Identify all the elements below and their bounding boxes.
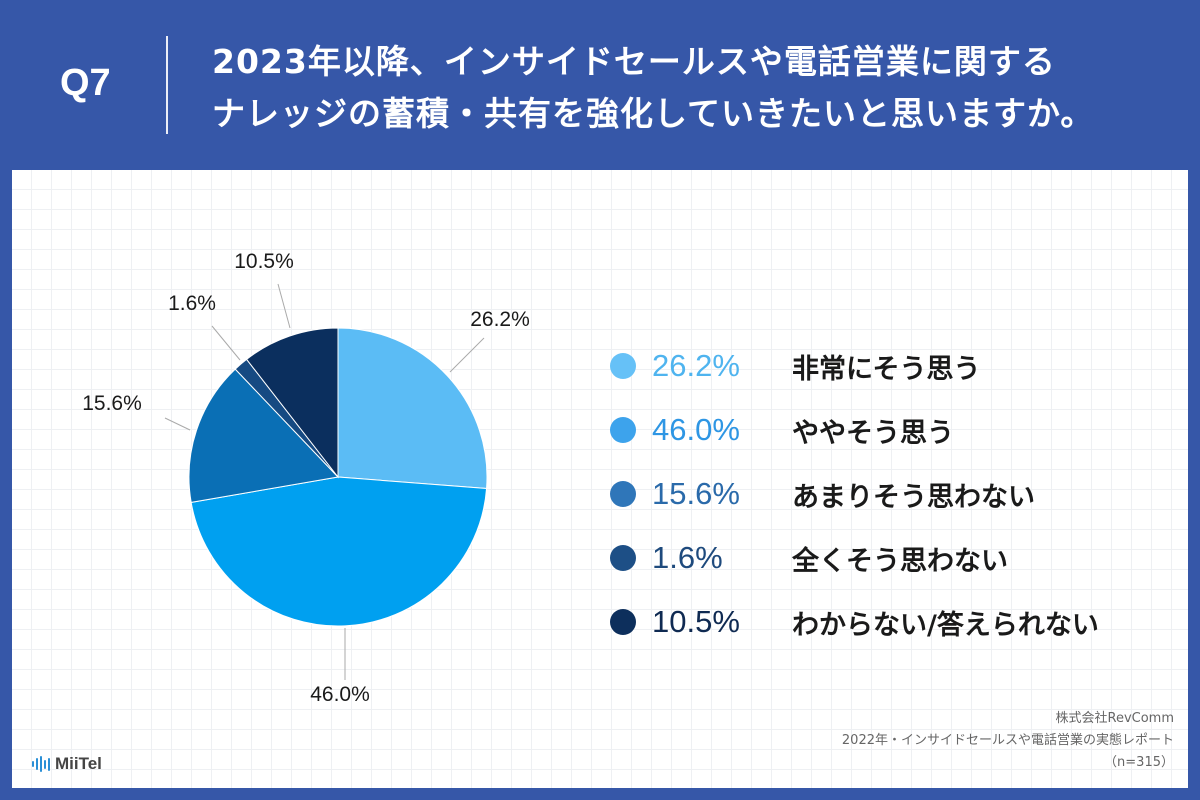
legend-dot-icon — [610, 481, 636, 507]
question-number: Q7 — [60, 62, 111, 104]
legend-item: 26.2% 非常にそう思う — [610, 334, 1170, 398]
slice-data-label: 46.0% — [310, 683, 370, 706]
leader-line — [277, 283, 291, 329]
question-title-line-1: 2023年以降、インサイドセールスや電話営業に関する — [212, 42, 1056, 81]
legend-label: ややそう思う — [792, 417, 954, 449]
sample-size: （n=315） — [1104, 755, 1174, 770]
chart-legend: 26.2% 非常にそう思う 46.0% ややそう思う 15.6% あまりそう思わ… — [610, 334, 1170, 654]
leader-line — [164, 417, 191, 431]
legend-percent: 46.0% — [652, 412, 740, 447]
legend-item: 15.6% あまりそう思わない — [610, 462, 1170, 526]
question-title-line-2: ナレッジの蓄積・共有を強化していきたいと思いますか。 — [212, 94, 1095, 133]
source-report: 2022年・インサイドセールスや電話営業の実態レポート — [841, 733, 1174, 748]
legend-label: あまりそう思わない — [792, 481, 1035, 513]
legend-item: 1.6% 全くそう思わない — [610, 526, 1170, 590]
legend-label: 全くそう思わない — [792, 545, 1008, 577]
legend-percent: 1.6% — [652, 540, 723, 575]
source-company: 株式会社RevComm — [1055, 711, 1175, 726]
logo-wordmark: MiiTel — [55, 754, 102, 773]
legend-dot-icon — [610, 353, 636, 379]
legend-label: 非常にそう思う — [792, 353, 981, 385]
question-title: 2023年以降、インサイドセールスや電話営業に関する ナレッジの蓄積・共有を強化… — [212, 36, 1172, 140]
legend-item: 10.5% わからない/答えられない — [610, 590, 1170, 654]
pie-slice — [190, 476, 488, 627]
slice-data-label: 1.6% — [168, 292, 216, 315]
pie-slice — [188, 368, 340, 503]
question-header: Q7 2023年以降、インサイドセールスや電話営業に関する ナレッジの蓄積・共有… — [0, 0, 1200, 170]
legend-item: 46.0% ややそう思う — [610, 398, 1170, 462]
brand-logo: MiiTel — [32, 754, 102, 774]
leader-line — [211, 325, 241, 361]
legend-dot-icon — [610, 545, 636, 571]
slice-data-label: 26.2% — [470, 308, 530, 331]
pie-slice — [245, 327, 339, 479]
legend-percent: 15.6% — [652, 476, 740, 511]
header-divider — [166, 36, 168, 134]
slice-data-label: 10.5% — [234, 250, 294, 273]
legend-dot-icon — [610, 609, 636, 635]
legend-label: わからない/答えられない — [792, 609, 1099, 641]
slice-data-label: 15.6% — [82, 392, 142, 415]
legend-percent: 26.2% — [652, 348, 740, 383]
leader-line — [449, 337, 485, 373]
legend-percent: 10.5% — [652, 604, 740, 639]
source-note: 株式会社RevComm 2022年・インサイドセールスや電話営業の実態レポート … — [842, 708, 1174, 774]
pie-slice — [337, 327, 488, 490]
legend-dot-icon — [610, 417, 636, 443]
sound-wave-icon — [32, 756, 50, 772]
